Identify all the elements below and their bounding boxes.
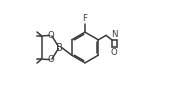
Text: B: B bbox=[56, 42, 63, 53]
Text: O: O bbox=[111, 48, 118, 57]
Text: F: F bbox=[82, 14, 88, 23]
Text: O: O bbox=[47, 31, 54, 40]
Text: N: N bbox=[111, 30, 117, 39]
Text: O: O bbox=[47, 55, 54, 64]
